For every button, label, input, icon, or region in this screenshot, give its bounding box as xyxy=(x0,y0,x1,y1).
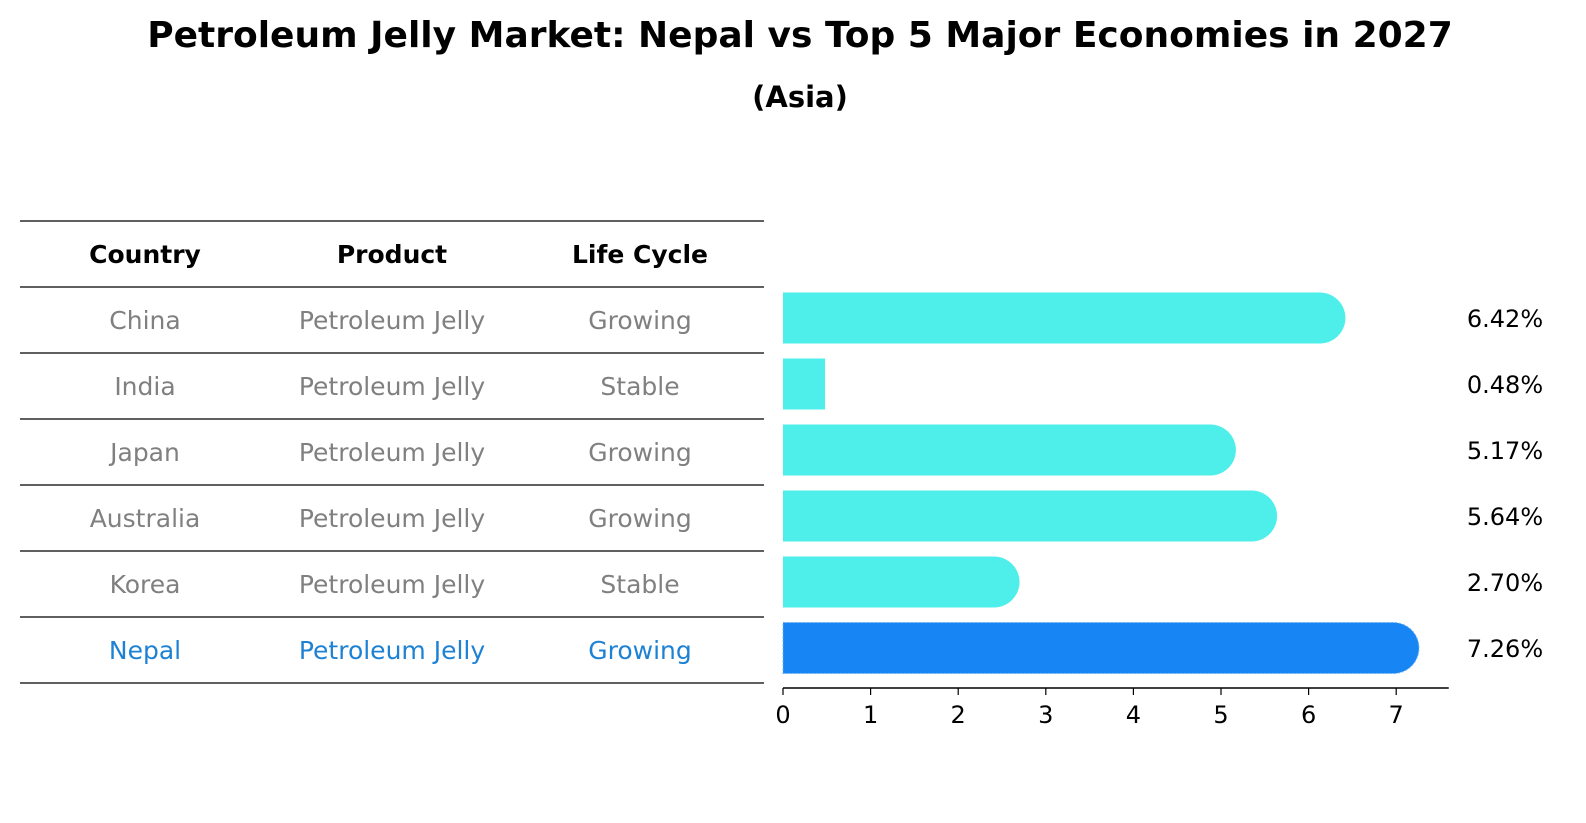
table-cell-life-cycle: Stable xyxy=(600,570,679,599)
table-cell-country: Nepal xyxy=(109,636,181,665)
bar-value-label: 2.70% xyxy=(1467,569,1543,597)
bar-value-label: 5.64% xyxy=(1467,503,1543,531)
x-tick-label: 1 xyxy=(863,701,878,729)
table-cell-life-cycle: Stable xyxy=(600,372,679,401)
bar xyxy=(783,556,1020,608)
table-cell-life-cycle: Growing xyxy=(588,438,692,467)
bar-value-label: 5.17% xyxy=(1467,437,1543,465)
bar-value-label: 7.26% xyxy=(1467,635,1543,663)
bar xyxy=(783,424,1236,476)
x-tick-label: 7 xyxy=(1389,701,1404,729)
highlight-bar xyxy=(782,622,1420,674)
table-cell-product: Petroleum Jelly xyxy=(299,504,486,533)
table-cell-product: Petroleum Jelly xyxy=(299,438,486,467)
header-product: Product xyxy=(337,240,447,269)
table-cell-country: Korea xyxy=(110,570,181,599)
x-tick-label: 2 xyxy=(951,701,966,729)
table-cell-product: Petroleum Jelly xyxy=(299,636,486,665)
bar-value-label: 6.42% xyxy=(1467,305,1543,333)
bar xyxy=(783,490,1278,542)
table-cell-product: Petroleum Jelly xyxy=(299,372,486,401)
table-cell-life-cycle: Growing xyxy=(588,636,692,665)
header-country: Country xyxy=(89,240,201,269)
x-tick-label: 5 xyxy=(1213,701,1228,729)
table-cell-country: India xyxy=(114,372,175,401)
x-tick-label: 6 xyxy=(1301,701,1316,729)
x-tick-label: 0 xyxy=(775,701,790,729)
chart-subtitle: (Asia) xyxy=(752,80,848,114)
chart-title: Petroleum Jelly Market: Nepal vs Top 5 M… xyxy=(147,15,1453,56)
header-life-cycle: Life Cycle xyxy=(572,240,708,269)
table-cell-life-cycle: Growing xyxy=(588,306,692,335)
table-cell-country: China xyxy=(109,306,180,335)
x-tick-label: 3 xyxy=(1038,701,1053,729)
table-cell-product: Petroleum Jelly xyxy=(299,570,486,599)
bar-value-label: 0.48% xyxy=(1467,371,1543,399)
x-tick-label: 4 xyxy=(1126,701,1141,729)
bar xyxy=(783,292,1346,344)
table-cell-product: Petroleum Jelly xyxy=(299,306,486,335)
bar xyxy=(783,358,826,410)
table-cell-country: Australia xyxy=(90,504,201,533)
table-cell-country: Japan xyxy=(108,438,180,467)
table-cell-life-cycle: Growing xyxy=(588,504,692,533)
